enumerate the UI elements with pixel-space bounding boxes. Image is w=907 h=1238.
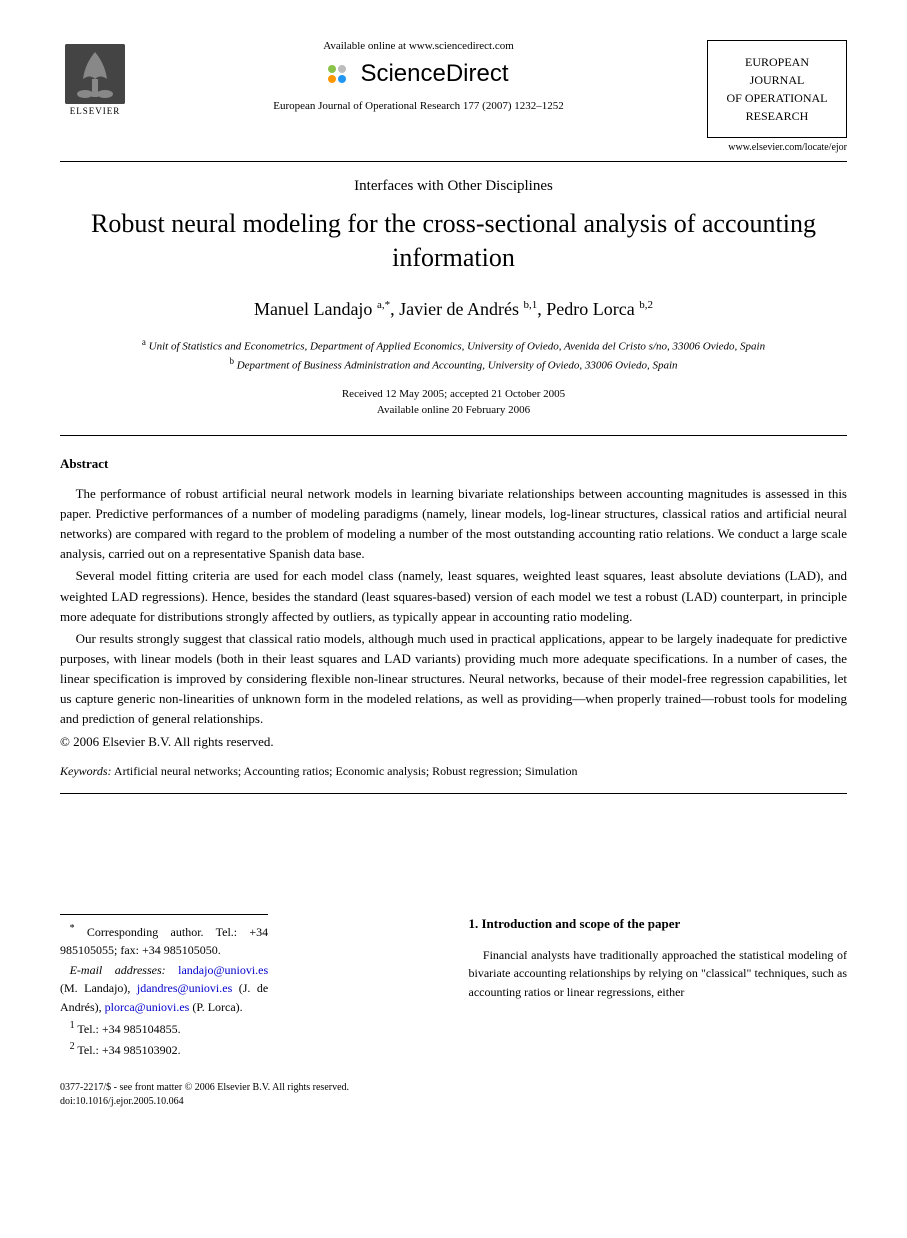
right-column: 1. Introduction and scope of the paper F… [469,914,848,1061]
tel-note: 1 Tel.: +34 985104855. [60,1018,268,1039]
author-affil-sup: b,1 [524,299,538,311]
journal-box-line: RESEARCH [716,107,838,125]
sciencedirect-icon [328,65,352,83]
journal-box-line: EUROPEAN [716,53,838,71]
footnotes: * Corresponding author. Tel.: +34 985105… [60,914,268,1060]
keywords-label: Keywords: [60,764,112,778]
abstract-body: The performance of robust artificial neu… [60,484,847,730]
header-rule [60,161,847,162]
authors: Manuel Landajo a,*, Javier de Andrés b,1… [60,299,847,320]
sciencedirect-text: ScienceDirect [360,60,508,88]
abstract-bottom-rule [60,793,847,794]
affiliation-line: a Unit of Statistics and Econometrics, D… [60,336,847,355]
elsevier-tree-icon [65,44,125,104]
author-affil-sup: a,* [377,299,390,311]
doi-text: doi:10.1016/j.ejor.2005.10.064 [60,1095,847,1109]
abstract-heading: Abstract [60,456,847,472]
left-column: * Corresponding author. Tel.: +34 985105… [60,914,439,1061]
journal-title-box: EUROPEAN JOURNAL OF OPERATIONAL RESEARCH [707,40,847,138]
article-section: Interfaces with Other Disciplines [60,178,847,195]
journal-reference: European Journal of Operational Research… [150,100,687,112]
journal-url[interactable]: www.elsevier.com/locate/ejor [707,142,847,153]
corresponding-author-note: * Corresponding author. Tel.: +34 985105… [60,921,268,960]
two-column-body: * Corresponding author. Tel.: +34 985105… [60,914,847,1061]
journal-box-line: JOURNAL [716,71,838,89]
abstract-paragraph: Our results strongly suggest that classi… [60,629,847,730]
abstract-paragraph: The performance of robust artificial neu… [60,484,847,565]
section-heading: 1. Introduction and scope of the paper [469,914,848,934]
header-center: Available online at www.sciencedirect.co… [130,40,707,112]
email-link[interactable]: jdandres@uniovi.es [137,981,232,995]
email-link[interactable]: plorca@uniovi.es [105,1000,190,1014]
footer-meta: 0377-2217/$ - see front matter © 2006 El… [60,1081,847,1109]
article-title: Robust neural modeling for the cross-sec… [60,207,847,275]
email-addresses: E-mail addresses: landajo@uniovi.es (M. … [60,961,268,1017]
keywords-text: Artificial neural networks; Accounting r… [114,764,578,778]
intro-paragraph: Financial analysts have traditionally ap… [469,946,848,1002]
journal-box-wrapper: EUROPEAN JOURNAL OF OPERATIONAL RESEARCH… [707,40,847,153]
article-dates: Received 12 May 2005; accepted 21 Octobe… [60,386,847,419]
author-affil-sup: b,2 [639,299,653,311]
header: ELSEVIER Available online at www.science… [60,40,847,153]
sciencedirect-brand: ScienceDirect [150,60,687,88]
journal-box-line: OF OPERATIONAL [716,89,838,107]
email-link[interactable]: landajo@uniovi.es [178,963,268,977]
front-matter-text: 0377-2217/$ - see front matter © 2006 El… [60,1081,847,1095]
author-name: Manuel Landajo [254,299,372,319]
abstract-top-rule [60,435,847,436]
affiliation-line: b Department of Business Administration … [60,355,847,374]
dates-online: Available online 20 February 2006 [60,402,847,419]
copyright-text: © 2006 Elsevier B.V. All rights reserved… [60,734,847,750]
affiliations: a Unit of Statistics and Econometrics, D… [60,336,847,374]
keywords: Keywords: Artificial neural networks; Ac… [60,764,847,779]
available-online-text: Available online at www.sciencedirect.co… [150,40,687,52]
author-name: Pedro Lorca [546,299,634,319]
publisher-name: ELSEVIER [70,106,121,116]
abstract-paragraph: Several model fitting criteria are used … [60,566,847,626]
publisher-logo: ELSEVIER [60,40,130,120]
author-name: Javier de Andrés [399,299,519,319]
dates-received: Received 12 May 2005; accepted 21 Octobe… [60,386,847,403]
tel-note: 2 Tel.: +34 985103902. [60,1039,268,1060]
